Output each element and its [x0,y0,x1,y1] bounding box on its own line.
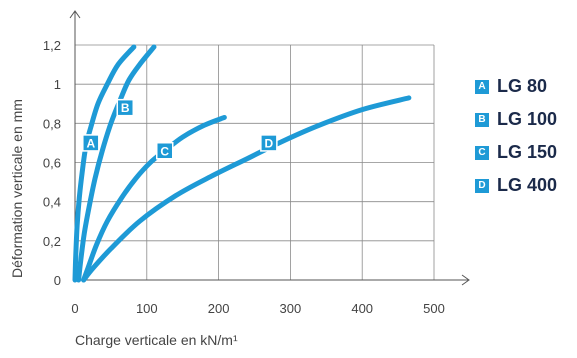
y-tick-label: 1 [54,77,61,92]
x-tick-label: 0 [71,301,78,316]
marker-box [116,98,135,117]
legend-badge: D [475,178,489,193]
y-tick-label: 1,2 [43,38,61,53]
x-tick-label: 300 [280,301,302,316]
x-axis-label: Charge verticale en kN/m¹ [75,332,238,348]
y-axis-label: Déformation verticale en mm [9,99,25,278]
legend: A LG 80 B LG 100 C LG 150 D LG 400 [475,74,557,206]
legend-label: LG 150 [497,142,558,162]
x-tick-label: 100 [136,301,158,316]
x-axis-arrow [461,274,470,286]
series-marker-lg-100: B [116,98,135,117]
y-tick-label: 0,4 [43,195,61,210]
x-tick-label: 400 [351,301,373,316]
legend-item-lg-80: A LG 80 [475,74,557,99]
y-tick-label: 0,8 [43,116,61,131]
x-tick-label: 500 [423,301,445,316]
series-marker-lg-150: C [156,142,174,160]
series-lines [72,44,412,283]
series-line-lg-100 [76,44,157,283]
marker-box [82,134,100,152]
y-tick-label: 0,2 [43,234,61,249]
series-line-lg-400 [81,95,412,283]
marker-letter: C [160,144,169,158]
legend-badge: A [475,79,489,94]
marker-letter: D [265,136,274,150]
marker-box [260,134,278,152]
y-tick-label: 0 [54,273,61,288]
series-markers: A B C D [82,98,278,160]
tick-labels: 0 100 200 300 400 500 0 0,2 0,4 0,6 0,8 1 1,2 [43,38,445,316]
legend-badge: B [475,112,489,127]
legend-badge: C [475,145,489,160]
legend-label: LG 80 [497,76,548,96]
y-axis-arrow [69,10,81,19]
legend-item-lg-150: C LG 150 [475,140,557,165]
x-tick-label: 200 [208,301,230,316]
marker-box [156,142,174,160]
legend-item-lg-100: B LG 100 [475,107,557,132]
legend-label: LG 100 [497,109,558,129]
marker-letter: B [121,101,130,115]
legend-label: LG 400 [497,175,558,195]
marker-letter: A [86,136,95,150]
y-tick-label: 0,6 [43,156,61,171]
series-line-lg-150 [81,114,227,283]
series-marker-lg-80: A [82,134,100,152]
series-marker-lg-400: D [260,134,278,152]
legend-item-lg-400: D LG 400 [475,173,557,198]
